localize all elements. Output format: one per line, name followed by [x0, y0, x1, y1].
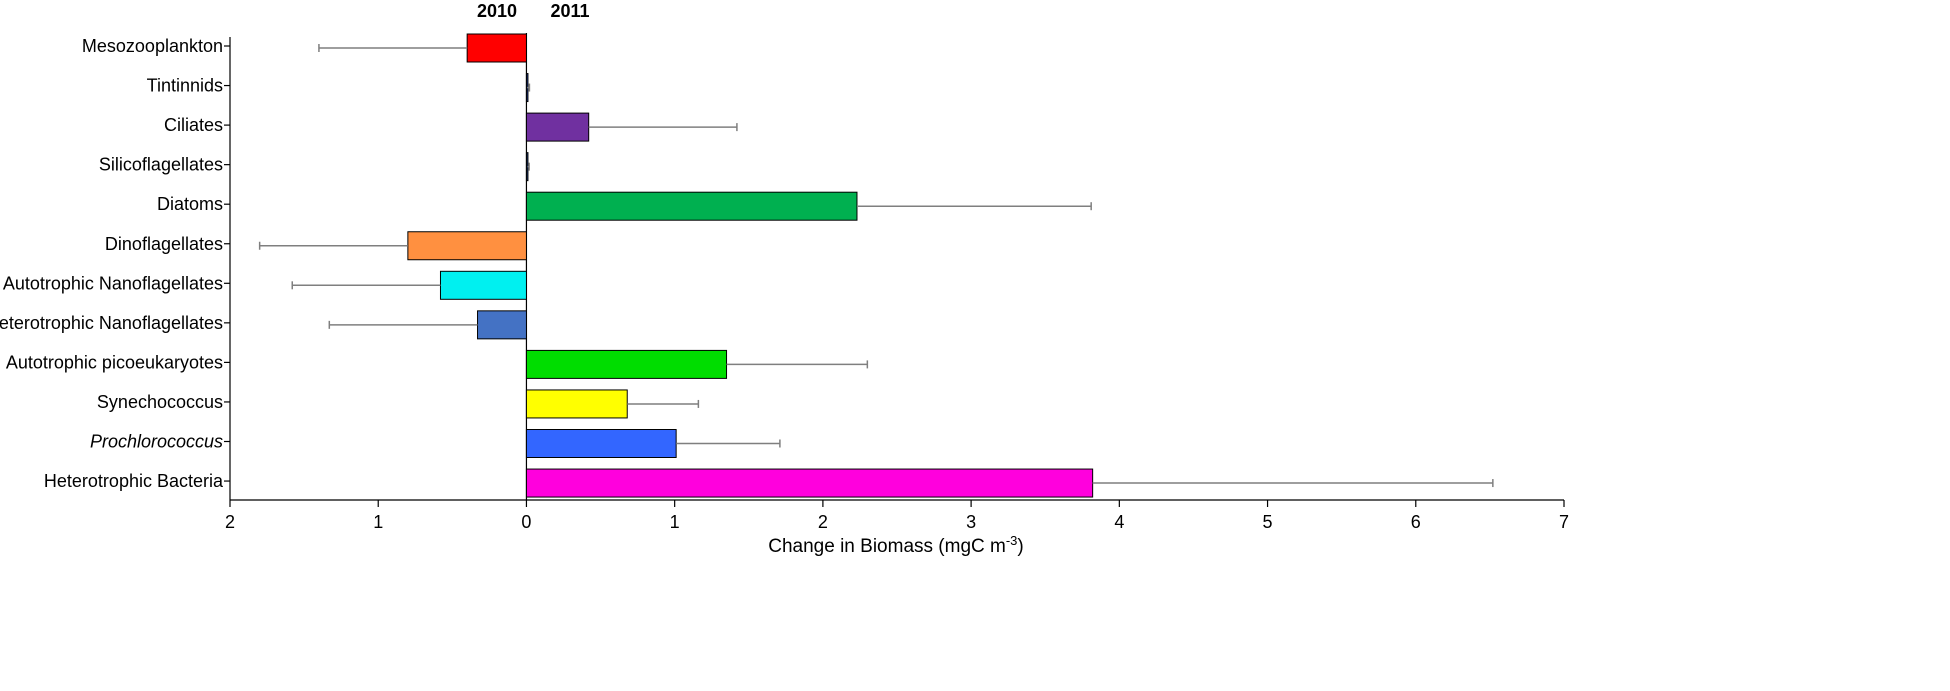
bar	[525, 429, 677, 458]
bar	[525, 349, 728, 379]
group-label-2011: 2011	[550, 1, 589, 21]
x-tick-label: 1	[670, 512, 680, 532]
x-axis-label-superscript: -3	[1006, 533, 1018, 548]
x-tick-label: 1	[373, 512, 383, 532]
x-tick-label: 4	[1114, 512, 1124, 532]
category-label: Heterotrophic Bacteria	[44, 471, 224, 491]
category-label: Prochlorococcus	[90, 432, 223, 452]
bar	[525, 389, 628, 419]
category-label: Silicoflagellates	[99, 155, 223, 175]
bar	[477, 310, 527, 340]
category-label: Ciliates	[164, 115, 223, 135]
bar	[466, 33, 527, 63]
category-label: Mesozooplankton	[82, 36, 223, 56]
category-label: Dinoflagellates	[105, 234, 223, 254]
category-label: Tintinnids	[147, 76, 223, 96]
x-tick-label: 0	[521, 512, 531, 532]
category-label: Autotrophic Nanoflagellates	[3, 273, 223, 293]
x-axis-label: Change in Biomass (mgC m-3)	[768, 533, 1023, 557]
x-tick-label: 2	[225, 512, 235, 532]
plot-area: 2 1 0 1 2 3 4 5 6 7 Mesozooplankton Tintinnids Cilia…	[0, 33, 1569, 532]
bar	[439, 270, 527, 300]
x-tick-label: 7	[1559, 512, 1569, 532]
x-tick-label: 5	[1263, 512, 1273, 532]
x-tick-label: 2	[818, 512, 828, 532]
x-tick-label: 3	[966, 512, 976, 532]
category-label: Diatoms	[157, 194, 223, 214]
group-label-2010: 2010	[477, 1, 517, 21]
bar	[525, 468, 1094, 498]
category-label: Synechococcus	[97, 392, 223, 412]
bar	[525, 112, 590, 142]
x-axis-label-main: Change in Biomass (mgC m	[768, 536, 1006, 557]
category-label: Autotrophic picoeukaryotes	[6, 352, 223, 372]
category-label: Heterotrophic Nanoflagellates	[0, 313, 223, 333]
bar	[407, 231, 527, 261]
x-tick-label: 6	[1411, 512, 1421, 532]
bar	[525, 191, 858, 221]
x-axis-label-suffix: )	[1017, 536, 1023, 557]
